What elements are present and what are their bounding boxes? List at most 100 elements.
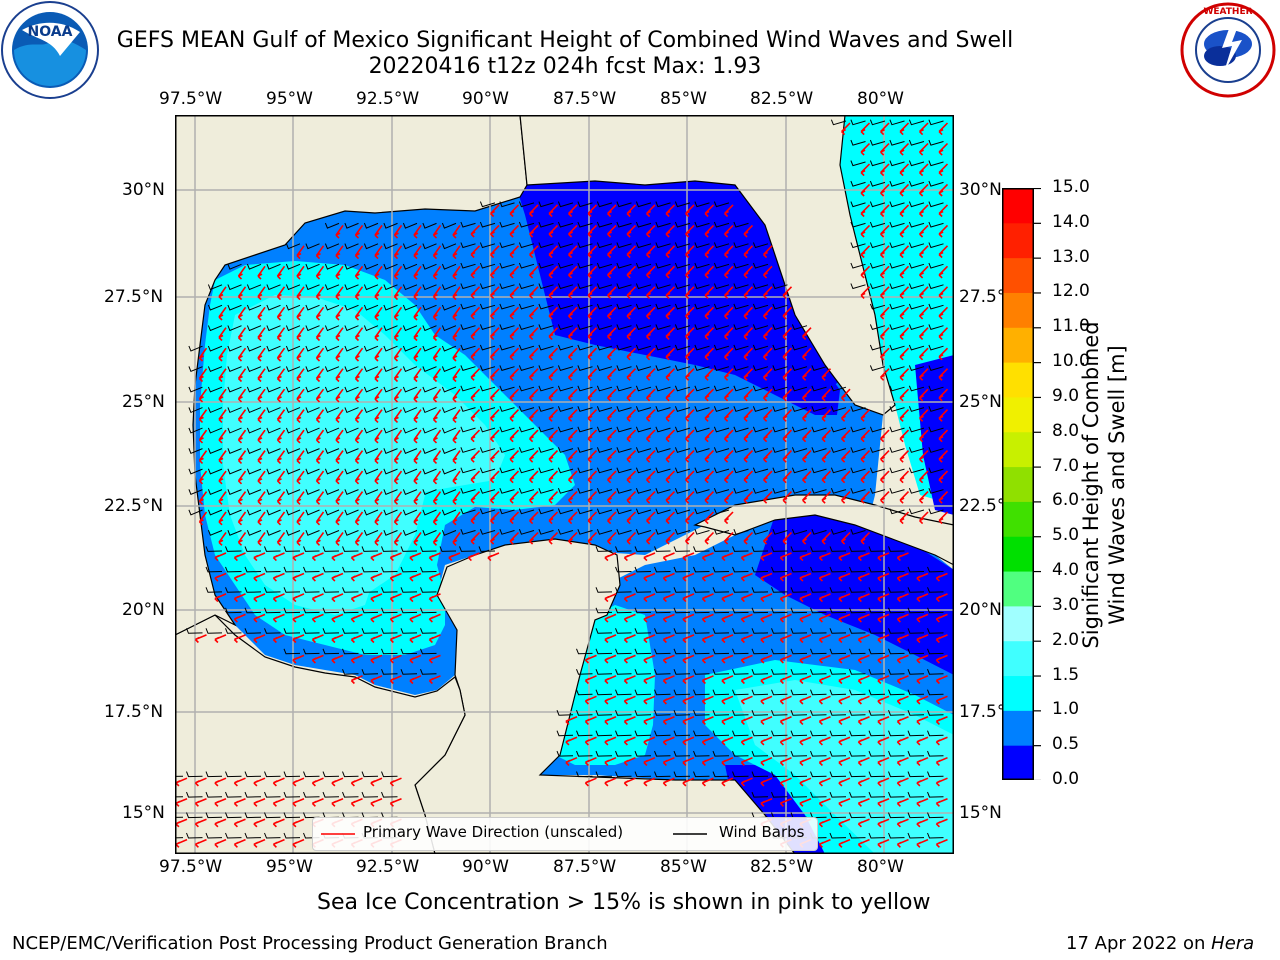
wind-barb (205, 791, 223, 798)
wave-direction-arrow (237, 388, 247, 403)
wave-direction-arrow (685, 286, 695, 299)
wave-direction-arrow (877, 695, 890, 705)
wind-barb (305, 509, 320, 516)
wave-direction-arrow (896, 695, 909, 705)
wind-barb (790, 648, 808, 655)
wave-direction-arrow (743, 245, 754, 259)
wave-direction-arrow (818, 797, 831, 807)
wave-direction-arrow (626, 511, 637, 525)
wave-direction-arrow (311, 572, 324, 582)
wave-direction-arrow (253, 634, 266, 644)
wave-direction-arrow (763, 368, 773, 381)
wave-direction-arrow (568, 450, 578, 463)
wave-direction-arrow (799, 756, 812, 766)
wind-barb (732, 566, 749, 573)
wave-direction-arrow (685, 368, 695, 381)
wind-barb (732, 710, 749, 716)
wind-barb (305, 366, 320, 373)
wave-direction-arrow (548, 265, 559, 279)
wave-direction-arrow (490, 224, 500, 238)
wave-direction-arrow (452, 286, 461, 301)
wave-direction-arrow (662, 613, 675, 623)
wind-barb (225, 812, 242, 819)
wave-direction-arrow (763, 306, 773, 320)
wind-barb (576, 750, 593, 757)
wind-barb (244, 832, 262, 839)
wave-direction-arrow (354, 450, 364, 464)
wind-barb (596, 221, 613, 228)
wind-barb (810, 546, 827, 552)
wave-direction-arrow (490, 409, 500, 422)
wave-direction-arrow (315, 245, 325, 260)
wave-direction-arrow (354, 470, 364, 485)
wind-barb (595, 546, 613, 552)
wave-direction-arrow (331, 613, 344, 623)
wind-barb (713, 201, 730, 208)
wave-direction-arrow (704, 306, 715, 320)
wind-barb (634, 607, 652, 614)
wave-direction-arrow (760, 552, 773, 562)
wave-direction-arrow (272, 634, 285, 644)
wind-barb (596, 324, 613, 331)
wave-direction-arrow (643, 613, 656, 623)
wind-barb (810, 648, 827, 655)
wind-barb (596, 406, 613, 412)
wind-barb (266, 448, 281, 454)
wind-barb (615, 546, 632, 552)
wind-barb (479, 344, 496, 351)
wave-direction-arrow (821, 409, 832, 422)
wind-barb (422, 427, 437, 434)
wave-direction-arrow (880, 142, 890, 156)
wind-barb (927, 730, 944, 737)
wind-barb (771, 791, 788, 798)
wave-direction-arrow (799, 695, 812, 705)
wind-barb (810, 689, 827, 696)
colorbar-tick-label: 14.0 (1052, 211, 1090, 232)
wave-direction-arrow (218, 388, 227, 403)
wind-barb (266, 304, 281, 311)
wave-direction-arrow (782, 470, 793, 484)
wind-barb (732, 607, 749, 614)
wave-direction-arrow (938, 204, 949, 218)
wave-direction-arrow (253, 613, 266, 623)
wind-barb (383, 407, 398, 414)
wind-barb (344, 243, 359, 250)
wave-direction-arrow (857, 838, 870, 848)
wind-barb (266, 489, 281, 495)
wave-direction-arrow (370, 613, 383, 623)
wave-direction-arrow (350, 797, 363, 807)
wave-direction-arrow (721, 695, 734, 705)
wind-barb (908, 160, 925, 167)
wave-direction-arrow (721, 716, 734, 725)
wave-direction-arrow (880, 286, 890, 299)
bottom-lon-label: 97.5°W (159, 857, 223, 877)
wind-barb (850, 406, 866, 412)
wind-barb (674, 385, 691, 392)
wind-barb (693, 587, 710, 593)
wave-direction-arrow (802, 491, 812, 504)
wind-barb (538, 221, 554, 228)
wind-barb (188, 489, 203, 495)
run-date-host: Hera (1211, 933, 1255, 954)
bottom-lon-label: 95°W (266, 857, 313, 877)
wind-barb (635, 426, 652, 433)
wind-barb (422, 366, 437, 373)
wind-barb (635, 201, 652, 208)
wave-direction-arrow (662, 593, 675, 603)
wind-barb (712, 628, 730, 634)
wind-barb (324, 427, 340, 434)
wave-direction-arrow (257, 491, 266, 505)
wind-barb (635, 242, 652, 249)
wind-barb (751, 750, 769, 757)
left-lat-label: 27.5°N (104, 287, 164, 307)
wind-barb (713, 262, 730, 269)
wind-barb (266, 530, 281, 536)
wave-direction-arrow (548, 204, 559, 218)
wave-direction-arrow (214, 552, 227, 562)
wave-direction-arrow (740, 777, 753, 787)
wave-direction-arrow (935, 797, 948, 807)
wave-direction-arrow (860, 409, 871, 422)
wind-barb (363, 509, 379, 516)
wind-barb (928, 119, 944, 126)
wind-barb (888, 812, 905, 819)
